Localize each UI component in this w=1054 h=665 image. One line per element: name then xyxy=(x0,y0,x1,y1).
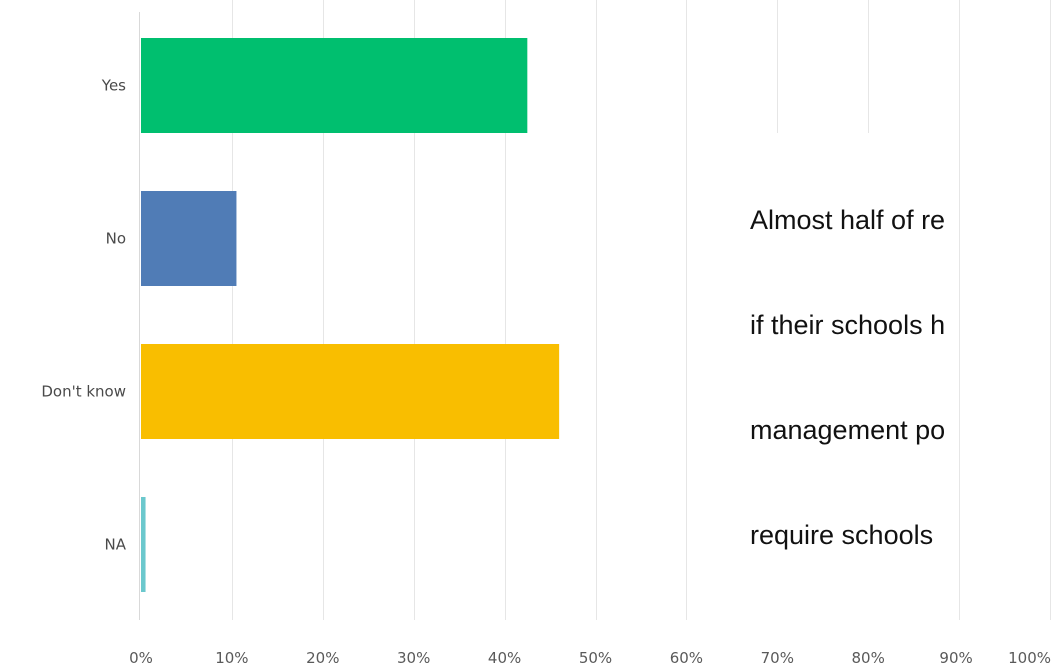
x-tick-label: 90% xyxy=(939,649,972,665)
x-tick-label: 40% xyxy=(488,649,521,665)
bar-no xyxy=(141,191,237,286)
category-label: Yes xyxy=(101,77,126,95)
x-tick-label: 30% xyxy=(397,649,430,665)
bar-yes xyxy=(141,38,528,133)
annotation-line: Almost half of re xyxy=(750,205,946,235)
category-label: NA xyxy=(105,536,127,554)
category-label: Don't know xyxy=(41,383,126,401)
annotation-line: if their schools h xyxy=(750,310,946,340)
bar-na xyxy=(141,497,146,592)
x-tick-label: 20% xyxy=(306,649,339,665)
y-axis-categories: Yes No Don't know NA xyxy=(41,77,126,554)
annotation-text: Almost half of re if their schools h man… xyxy=(746,133,946,627)
annotation-line: management po xyxy=(750,415,946,445)
annotation-line: require schools xyxy=(750,520,941,550)
category-label: No xyxy=(106,230,126,248)
x-tick-label: 70% xyxy=(761,649,794,665)
x-tick-label: 50% xyxy=(579,649,612,665)
x-tick-label: 60% xyxy=(670,649,703,665)
x-tick-label: 0% xyxy=(129,649,153,665)
x-tick-label: 10% xyxy=(215,649,248,665)
bar-don-t-know xyxy=(141,344,560,439)
x-tick-label: 80% xyxy=(852,649,885,665)
x-axis-ticks: 0% 10% 20% 30% 40% 50% 60% 70% 80% 90% 100% xyxy=(129,649,1051,665)
bar-layer xyxy=(141,38,560,592)
x-tick-label: 100% xyxy=(1008,649,1051,665)
